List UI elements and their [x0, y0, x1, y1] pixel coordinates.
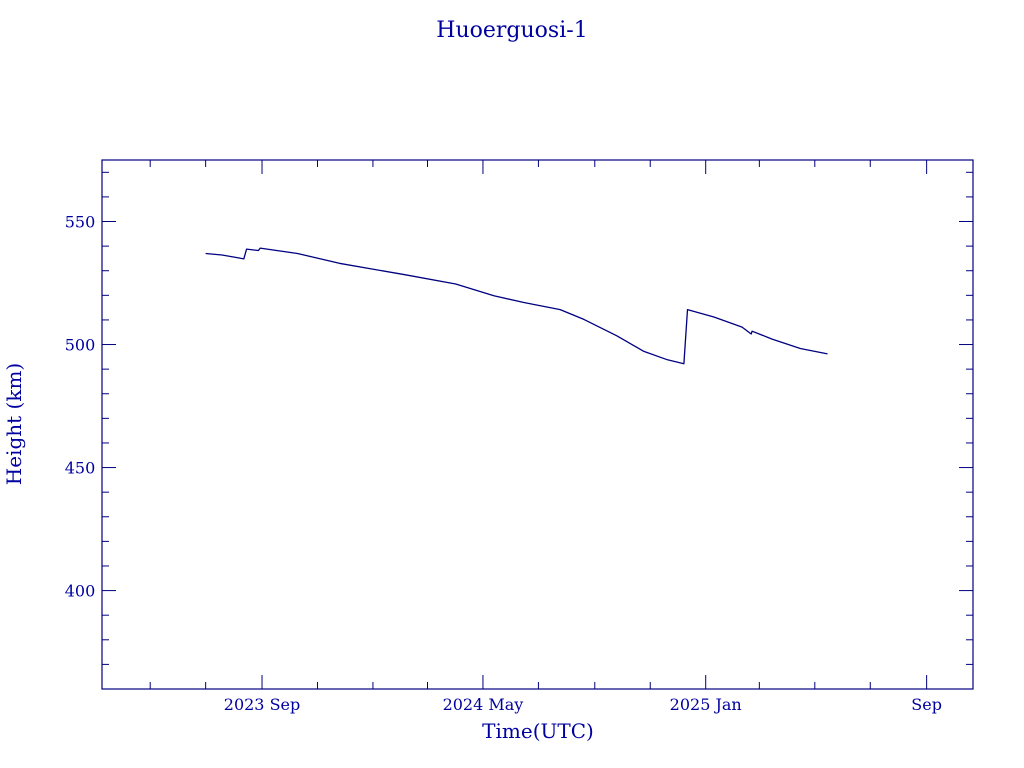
chart-title: Huoerguosi-1: [436, 18, 587, 43]
y-tick-label: 500: [65, 336, 96, 355]
plot-frame: [101, 159, 974, 690]
data-series: [205, 247, 828, 365]
x-tick-label: 2025 Jan: [670, 695, 742, 714]
x-tick-label: 2024 May: [443, 695, 524, 714]
y-tick-label: 550: [65, 213, 96, 232]
y-axis-label: Height (km): [2, 363, 26, 485]
y-tick-label: 400: [65, 582, 96, 601]
x-axis-label: Time(UTC): [482, 719, 594, 743]
y-tick-label: 450: [65, 459, 96, 478]
x-tick-label: Sep: [911, 695, 942, 714]
axis-tick-labels: 400 450 500 550 2023 Sep 2024 May 2025 Jan Sep: [65, 213, 942, 714]
axis-ticks: [102, 160, 973, 690]
x-tick-label: 2023 Sep: [224, 695, 300, 714]
series-line: [205, 247, 828, 365]
